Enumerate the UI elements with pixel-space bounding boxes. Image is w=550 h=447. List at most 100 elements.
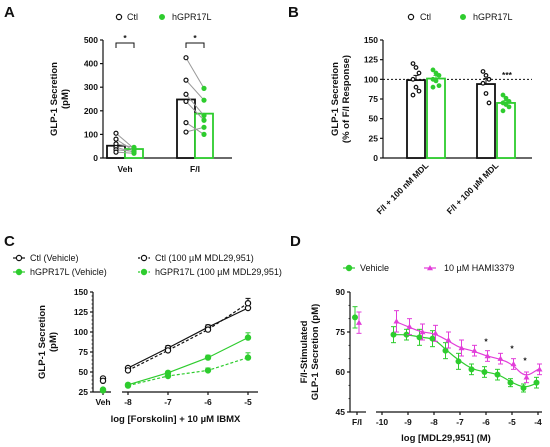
panel-d-point-vehicle [390,331,397,338]
panel-b-point-ctl [416,88,422,94]
panel-d-point-hami [458,345,465,351]
panel-a-point-ctl [113,149,119,155]
panel-a-legend-hgpr-marker [159,14,166,21]
panel-a-pair-line [185,79,205,101]
panel-c-xtick-label: -7 [164,397,172,407]
panel-c-xtick-label: -5 [244,397,252,407]
panel-d-point-vehicle [416,334,423,341]
panel-a-category-label: F/I [190,164,200,174]
panel-c-ytick-label: 75 [79,347,89,357]
panel-c-legend-marker [140,268,148,276]
panel-d-xtick-label: -10 [376,417,389,427]
panel-b-point-hgpr [500,108,506,114]
panel-c-legend-marker [140,254,148,262]
panel-a-point-ctl [183,55,189,61]
panel-b-point-hgpr [503,95,509,101]
panel-b-point-ctl [413,84,419,90]
panel-c-ytick-label: 50 [79,367,89,377]
panel-c-legend-label: Ctl (Vehicle) [30,253,79,263]
panel-a-sig-star: * [123,33,127,43]
panel-b-legend-ctl-marker [407,13,415,21]
panel-a-legend-hgpr: hGPR17L [172,12,212,22]
panel-c-point [164,347,172,354]
panel-a-pair-line [185,126,205,133]
panel-d-ytick-label: 75 [336,327,346,337]
panel-b-point-hgpr [436,72,442,78]
panel-c-xtick-label: Veh [95,397,110,407]
panel-b-ytick-label: 100 [364,74,378,84]
panel-b-ylabel-line1: GLP-1 Secretion [330,62,341,136]
panel-d-point-hami [536,366,543,372]
panel-c-xlabel: log [Forskolin] + 10 µM IBMX [111,414,241,425]
panel-b-point-ctl [483,72,489,78]
panel-b-point-ctl [483,91,489,96]
panel-d-letter: D [290,233,301,250]
panel-b-point-ctl [410,76,416,82]
panel-c-ytick-label: 125 [74,307,88,317]
panel-d-xtick-label: -6 [482,417,490,427]
panel-b-point-ctl [486,100,492,106]
panel-d-xtick-label: -7 [456,417,464,427]
panel-b-ylabel-line2: (% of F/I Response) [341,55,352,143]
panel-b-point-ctl [480,69,486,74]
panel-a-pair-line [115,143,135,148]
panel-c-point [244,334,252,341]
panel-b-legend-hgpr-marker [460,14,467,21]
panel-b-category-label: F/I + 100 nM MDL [374,160,430,216]
panel-b-ytick-label: 75 [369,94,379,104]
panel-b-sig-star: *** [502,70,513,80]
panel-c-ylabel-line1: GLP-1 Secretion [37,305,48,379]
panel-b-point-ctl [410,92,416,98]
panel-d-point-hami [497,355,504,361]
panel-b-ylabel: GLP-1 Secretion (% of F/I Response) [330,55,352,143]
panel-d-sig-star: * [484,337,488,347]
panel-a-point-ctl [183,129,189,135]
panel-c-series-line [127,302,249,371]
panel-c-ylabel: GLP-1 Secretion (pM) [37,305,59,379]
panel-b-point-hgpr [506,104,512,110]
panel-c-point [204,367,212,374]
panel-a-legend-ctl-marker [115,13,123,21]
panel-c-point [204,326,212,333]
panel-d-sig-star: * [523,355,527,365]
panel-d-ylabel-line1: F/I-Stimulated [299,320,310,383]
panel-d-legend-hami-marker [427,265,433,271]
panel-d-point-vehicle [429,335,436,342]
panel-d-fi-point-hami [356,319,362,325]
panel-d-xtick-label: -4 [534,417,542,427]
panel-c-veh-point [99,387,107,394]
panel-d-point-vehicle [494,371,501,378]
panel-c-series-line [127,307,249,369]
panel-b-point-hgpr [506,98,512,104]
panel-a-pair-line [185,57,205,89]
panel-d-point-hami [510,361,517,367]
panel-b-legend-hgpr: hGPR17L [473,12,513,22]
panel-d-point-hami [445,337,452,343]
panel-a-point-ctl [113,136,119,142]
panel-c-point [244,354,252,361]
panel-b-point-ctl [416,70,422,76]
panel-a-ylabel-line2: (pM) [60,89,71,109]
panel-b-ytick-label: 50 [369,114,379,124]
panel-c-legend-label: hGPR17L (100 µM MDL29,951) [155,267,282,277]
panel-a-point-hgpr [201,117,207,123]
panel-a-legend-ctl: Ctl [127,12,138,22]
panel-a-point-hgpr [201,112,207,119]
panel-b-point-ctl [486,76,492,82]
panel-d-point-hami [471,347,478,353]
panel-b-letter: B [288,4,299,21]
panel-b-bar-hgpr [426,77,446,159]
panel-b-ytick-label: 0 [373,153,378,163]
panel-d-point-hami [523,374,530,380]
panel-c-point [124,382,132,389]
panel-c-point [164,372,172,380]
panel-a-letter: A [4,4,15,21]
panel-a-point-hgpr [131,144,137,150]
panel-d-point-hami [419,329,426,335]
panel-a-point-ctl [113,130,119,136]
panel-d-xtick-label: F/I [352,417,362,427]
panel-d-ylabel: F/I-Stimulated GLP-1 Secretion (pM) [299,304,321,401]
panel-c-series-line [127,337,249,386]
panel-d-ylabel-line2: GLP-1 Secretion (pM) [310,304,321,401]
panel-d-legend-vehicle-label: Vehicle [360,263,389,273]
